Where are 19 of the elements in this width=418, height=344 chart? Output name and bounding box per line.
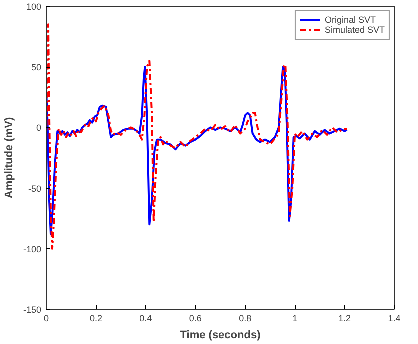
y-tick-label: -50	[28, 184, 42, 194]
x-tick-label: 0.4	[140, 314, 152, 324]
y-tick-label: -150	[23, 305, 42, 315]
y-tick-label: 0	[36, 123, 42, 134]
y-tick-label: 100	[26, 2, 42, 12]
x-tick-label: 1.4	[388, 314, 401, 324]
x-tick-label: 0.6	[189, 314, 202, 324]
y-tick-label: -100	[23, 244, 42, 254]
x-tick-label: 0.2	[90, 314, 102, 324]
legend-label: Original SVT	[324, 15, 376, 25]
x-tick-label: 0.8	[239, 314, 252, 324]
x-tick-label: 1.2	[338, 314, 352, 324]
x-tick-label: 0	[44, 314, 50, 324]
legend-label: Simulated SVT	[324, 25, 385, 35]
line-series	[46, 66, 348, 236]
y-tick-label: 50	[31, 62, 42, 73]
y-axis-title: Amplitude (mV)	[3, 117, 16, 199]
x-tick-label: 1	[292, 314, 298, 324]
x-axis-title: Time (seconds)	[180, 330, 262, 342]
